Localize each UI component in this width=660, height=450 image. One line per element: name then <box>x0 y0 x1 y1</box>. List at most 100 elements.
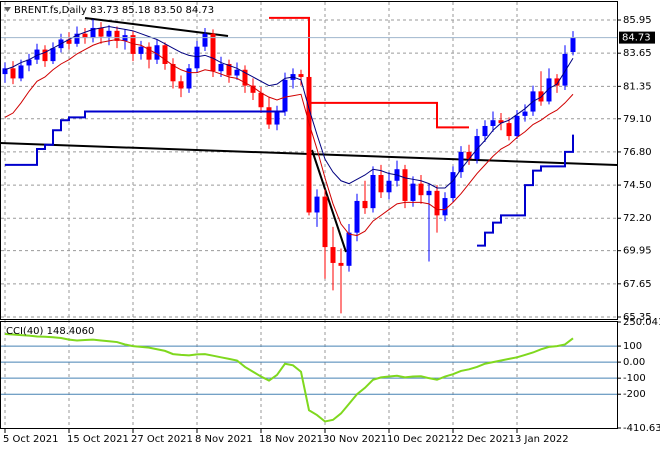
candle-body <box>410 183 416 201</box>
x-tick-label: 8 Nov 2021 <box>195 434 253 445</box>
y-tick-label: 76.80 <box>623 147 652 158</box>
candle-body <box>186 68 192 89</box>
candle-body <box>114 30 120 41</box>
candle-body <box>98 27 104 37</box>
candle-body <box>106 30 112 37</box>
candle-body <box>154 45 160 60</box>
indicator-line <box>5 110 574 247</box>
x-tick-label: 18 Nov 2021 <box>259 434 323 445</box>
candle-body <box>506 123 512 137</box>
price-label-box <box>619 31 655 44</box>
candle-body <box>194 46 200 69</box>
candle-body <box>162 45 168 64</box>
y-tick-label: 69.95 <box>623 246 652 257</box>
candle-body <box>90 27 96 39</box>
candle-body <box>522 111 528 116</box>
candle-body <box>266 107 272 125</box>
candle-body <box>210 33 216 72</box>
x-tick-label: 30 Nov 2021 <box>323 434 387 445</box>
chart-title: BRENT.fs,Daily 83.73 85.18 83.50 84.73 <box>14 5 214 16</box>
candle-body <box>498 120 504 124</box>
candle-body <box>42 49 48 62</box>
x-tick-label: 15 Oct 2021 <box>67 434 129 445</box>
x-tick-label: 27 Oct 2021 <box>131 434 193 445</box>
x-tick-label: 22 Dec 2021 <box>451 434 515 445</box>
candle-body <box>554 78 560 86</box>
candle-body <box>258 92 264 108</box>
indicator-line <box>269 16 469 129</box>
candle-body <box>82 33 88 39</box>
candle-body <box>418 183 424 196</box>
candle-body <box>426 190 432 196</box>
y-tick-label: 72.20 <box>623 213 652 224</box>
candle-body <box>354 200 360 233</box>
candle-body <box>226 63 232 76</box>
candle-body <box>74 33 80 44</box>
y-tick-label: -200 <box>623 389 646 400</box>
candle-body <box>306 76 312 213</box>
price-panel-frame <box>0 1 618 320</box>
candle-body <box>10 68 16 79</box>
indicator-line <box>4 25 574 189</box>
candle-body <box>402 169 408 201</box>
candle-body <box>234 69 240 76</box>
y-tick-label: 0.00 <box>623 357 645 368</box>
candle-body <box>2 68 8 75</box>
candle-body <box>66 39 72 44</box>
y-tick-label: 79.10 <box>623 114 652 125</box>
candle-body <box>282 79 288 112</box>
candle-body <box>362 200 368 209</box>
y-tick-label: -410.632 <box>623 423 660 434</box>
candle-body <box>202 33 208 47</box>
y-tick-label: -100 <box>623 373 646 384</box>
y-tick-label: 67.65 <box>623 279 652 290</box>
indicator-line <box>4 38 574 237</box>
candle-body <box>178 81 184 89</box>
candle-body <box>338 262 344 266</box>
indicator-title: CCI(40) 148.4060 <box>6 326 94 337</box>
y-tick-label: 81.35 <box>623 81 652 92</box>
candle-body <box>330 247 336 263</box>
x-tick-label: 10 Dec 2021 <box>387 434 451 445</box>
y-tick-label: 100 <box>623 341 642 352</box>
candle-body <box>218 63 224 72</box>
candle-body <box>570 37 576 53</box>
line <box>4 333 574 423</box>
y-tick-label: 74.50 <box>623 180 652 191</box>
candle-body <box>482 125 488 137</box>
candle-body <box>138 46 144 54</box>
candle-body <box>450 172 456 199</box>
candle-body <box>170 63 176 82</box>
candle-body <box>370 174 376 209</box>
trend-line <box>311 149 347 253</box>
y-tick-label: 83.65 <box>623 48 652 59</box>
candle-body <box>242 69 248 86</box>
candle-body <box>146 46 152 60</box>
cci-panel-frame <box>0 321 618 429</box>
candle-body <box>346 232 352 266</box>
candle-body <box>474 136 480 160</box>
candle-body <box>514 115 520 137</box>
candle-body <box>322 196 328 248</box>
symbol-icon <box>4 7 11 12</box>
candle-body <box>386 180 392 193</box>
candle-body <box>458 151 464 173</box>
candle-body <box>546 78 552 102</box>
candle-body <box>250 85 256 93</box>
price-label: 84.73 <box>622 33 651 44</box>
candle-body <box>130 35 136 54</box>
candle-body <box>466 151 472 160</box>
candle-body <box>490 120 496 126</box>
candle-body <box>26 59 32 66</box>
y-tick-label: 85.95 <box>623 15 652 26</box>
candle-body <box>434 190 440 216</box>
y-tick-label: 65.35 <box>623 312 652 323</box>
x-tick-label: 5 Oct 2021 <box>3 434 58 445</box>
mark-layer <box>1 16 617 423</box>
candle-body <box>378 174 384 193</box>
x-tick-label: 3 Jan 2022 <box>515 434 569 445</box>
candle-body <box>274 111 280 125</box>
candle-body <box>298 74 304 77</box>
